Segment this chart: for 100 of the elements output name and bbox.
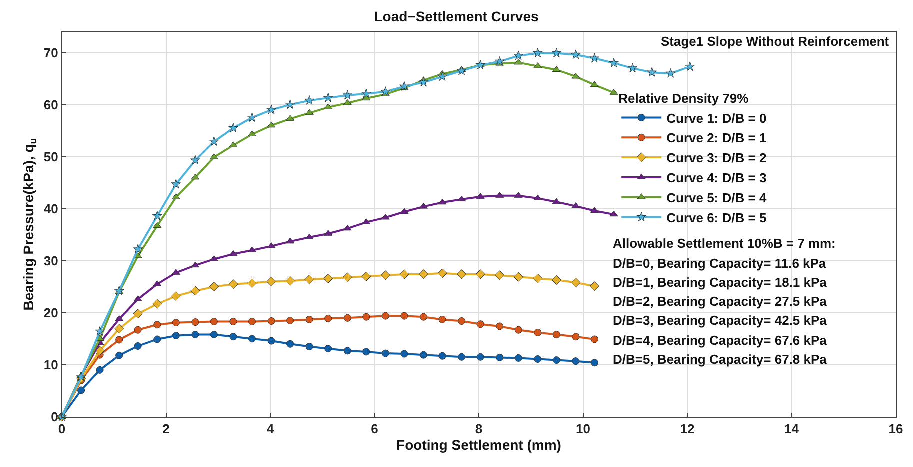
y-tick-label: 0 — [51, 410, 58, 425]
point — [305, 234, 314, 240]
point — [191, 174, 200, 180]
point — [192, 331, 200, 339]
point — [172, 332, 180, 340]
point — [420, 351, 428, 359]
point — [380, 86, 391, 96]
point — [133, 244, 144, 254]
point — [133, 309, 143, 319]
point — [400, 312, 408, 320]
point — [362, 348, 370, 356]
point — [116, 336, 124, 344]
point — [438, 316, 446, 324]
point — [324, 274, 334, 284]
point — [552, 198, 561, 204]
point — [95, 326, 105, 336]
point — [95, 346, 105, 356]
point — [152, 299, 162, 309]
point — [420, 313, 428, 321]
x-tick-label: 16 — [888, 422, 904, 437]
point — [458, 318, 466, 326]
point — [476, 60, 486, 70]
point — [494, 56, 505, 66]
point — [266, 276, 276, 287]
point — [209, 136, 220, 146]
point — [552, 356, 560, 364]
point — [228, 280, 238, 290]
x-tick-label: 14 — [784, 422, 800, 437]
annotation: D/B=1, Bearing Capacity= 18.1 kPa — [613, 275, 828, 290]
point — [248, 335, 256, 343]
point — [533, 274, 543, 284]
point — [476, 320, 484, 328]
point — [324, 314, 332, 322]
point — [116, 352, 124, 360]
annotation: D/B=3, Bearing Capacity= 42.5 kPa — [613, 313, 828, 328]
legend-label: Curve 4: D/B = 3 — [666, 170, 767, 186]
point — [552, 331, 560, 339]
point — [192, 318, 200, 326]
point — [438, 198, 447, 205]
annotation: D/B=0, Bearing Capacity= 11.6 kPa — [613, 256, 827, 271]
point — [438, 72, 448, 81]
point — [609, 58, 619, 68]
point — [209, 282, 219, 292]
point — [342, 90, 353, 100]
point — [514, 354, 522, 362]
point — [628, 63, 638, 73]
point — [286, 317, 294, 324]
point — [400, 81, 410, 91]
point — [114, 324, 124, 334]
point — [228, 123, 238, 132]
point — [685, 62, 696, 72]
point — [305, 109, 314, 116]
point — [306, 316, 314, 324]
point — [324, 345, 332, 353]
legend-label: Curve 1: D/B = 0 — [666, 110, 767, 126]
point — [514, 272, 524, 282]
point — [495, 270, 505, 280]
point — [344, 314, 352, 322]
x-axis-title: Footing Settlement (mm) — [396, 436, 562, 453]
point — [191, 262, 200, 268]
y-tick-label: 20 — [44, 306, 58, 320]
point — [590, 359, 598, 367]
y-tick-label: 30 — [44, 253, 58, 268]
legend-label: Curve 5: D/B = 4 — [666, 190, 768, 206]
point — [514, 58, 523, 65]
point — [230, 333, 238, 341]
point — [285, 100, 296, 110]
point — [496, 354, 504, 362]
y-tick-label: 70 — [44, 45, 58, 60]
point — [514, 326, 522, 334]
point — [400, 350, 408, 358]
point — [571, 278, 581, 288]
x-tick-label: 10 — [576, 422, 590, 437]
point — [552, 275, 562, 285]
point — [532, 48, 543, 58]
point — [267, 122, 276, 128]
point — [134, 342, 142, 350]
x-tick-label: 2 — [162, 422, 170, 437]
point — [590, 336, 598, 344]
point — [172, 319, 180, 327]
point — [266, 104, 276, 114]
point — [382, 312, 390, 320]
legend-label: Curve 2: D/B = 1 — [666, 130, 767, 146]
point — [247, 112, 258, 122]
point — [381, 214, 390, 220]
point — [476, 353, 484, 361]
point — [268, 337, 276, 345]
point — [190, 155, 200, 165]
point — [552, 48, 562, 58]
point — [78, 386, 86, 394]
point — [438, 268, 448, 278]
point — [304, 274, 314, 284]
point — [590, 282, 600, 292]
point — [152, 211, 162, 220]
point — [286, 340, 294, 348]
point — [114, 286, 124, 296]
x-tick-label: 8 — [475, 422, 483, 437]
point — [496, 322, 504, 330]
y-tick-label: 60 — [44, 97, 58, 112]
point — [514, 50, 524, 60]
